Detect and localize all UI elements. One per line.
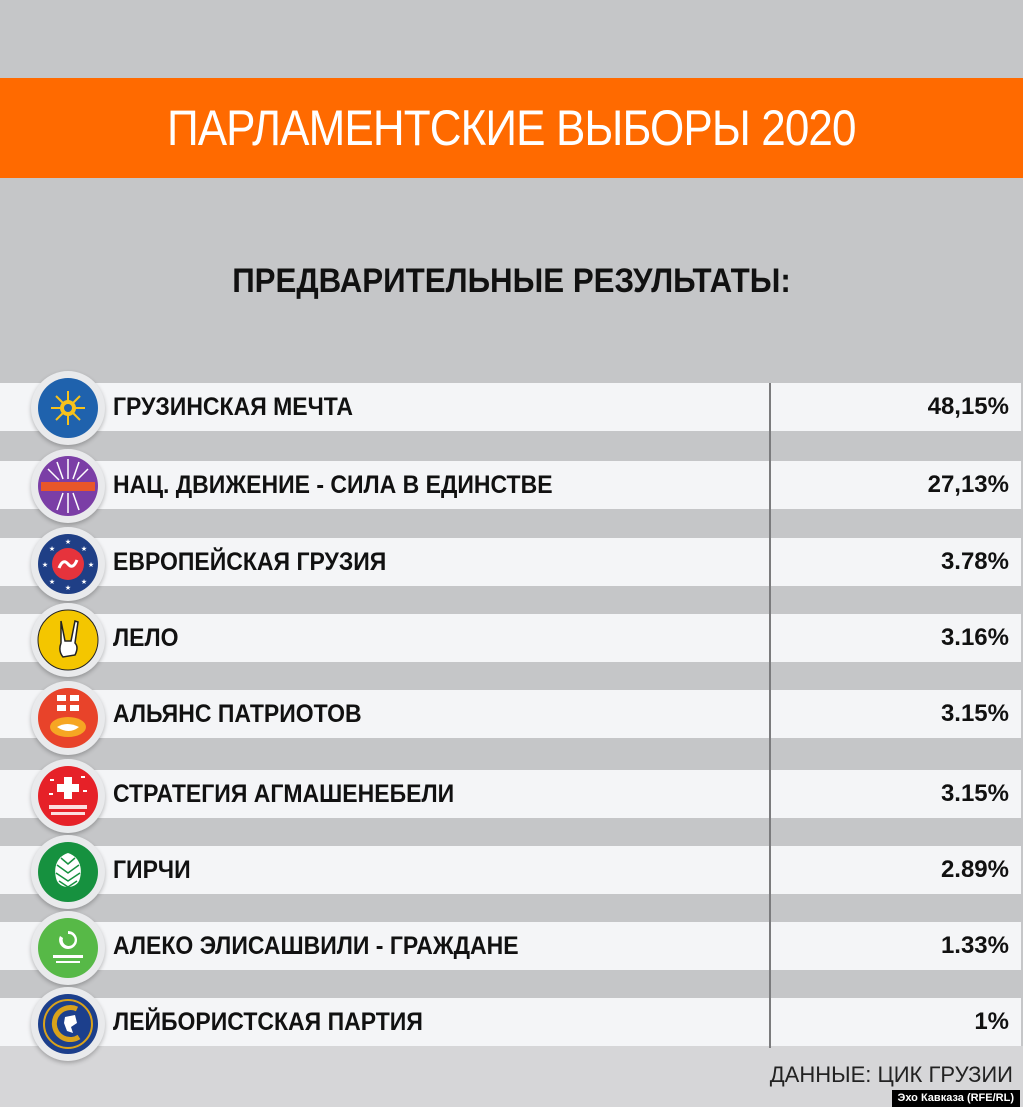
party-result: 1.33% (940, 932, 1009, 959)
labour-party-logo-icon (31, 987, 105, 1061)
result-row: НАЦ. ДВИЖЕНИЕ - СИЛА В ЕДИНСТВЕ 27,13% (0, 461, 1021, 509)
party-name: АЛЬЯНС ПАТРИОТОВ (113, 700, 362, 728)
party-name: ЛЕЙБОРИСТСКАЯ ПАРТИЯ (113, 1008, 423, 1036)
title-banner: ПАРЛАМЕНТСКИЕ ВЫБОРЫ 2020 (0, 78, 1023, 178)
svg-text:★: ★ (42, 561, 48, 569)
svg-text:★: ★ (81, 578, 87, 586)
svg-text:★: ★ (81, 545, 87, 553)
result-row: АЛЕКО ЭЛИСАШВИЛИ - ГРАЖДАНЕ 1.33% (0, 922, 1021, 970)
party-result: 1% (974, 1008, 1009, 1035)
party-result: 3.16% (940, 624, 1009, 651)
citizens-logo-icon (31, 911, 105, 985)
party-result: 3.15% (940, 700, 1009, 727)
party-name: ГИРЧИ (113, 856, 191, 884)
result-row: СТРАТЕГИЯ АГМАШЕНЕБЕЛИ 3.15% (0, 770, 1021, 818)
party-result: 2.89% (940, 856, 1009, 883)
party-name: АЛЕКО ЭЛИСАШВИЛИ - ГРАЖДАНЕ (113, 932, 519, 960)
credit-label: Эхо Кавказа (RFE/RL) (891, 1090, 1020, 1107)
column-divider (769, 383, 771, 1048)
page-title: ПАРЛАМЕНТСКИЕ ВЫБОРЫ 2020 (167, 100, 857, 156)
svg-text:★: ★ (65, 584, 71, 592)
result-row: ЕВРОПЕЙСКАЯ ГРУЗИЯ 3.78% (0, 538, 1021, 586)
party-name: НАЦ. ДВИЖЕНИЕ - СИЛА В ЕДИНСТВЕ (113, 471, 553, 499)
party-name: ГРУЗИНСКАЯ МЕЧТА (113, 393, 353, 421)
result-row: ЛЕЙБОРИСТСКАЯ ПАРТИЯ 1% (0, 998, 1021, 1046)
party-name: ЕВРОПЕЙСКАЯ ГРУЗИЯ (113, 548, 387, 576)
party-result: 48,15% (927, 393, 1009, 420)
svg-text:★: ★ (88, 561, 94, 569)
party-result: 27,13% (927, 471, 1009, 498)
unm-strength-in-unity-logo-icon (31, 449, 105, 523)
alliance-of-patriots-logo-icon (31, 681, 105, 755)
party-name: ЛЕЛО (113, 624, 179, 652)
data-source: ДАННЫЕ: ЦИК ГРУЗИИ (769, 1062, 1013, 1087)
result-row: АЛЬЯНС ПАТРИОТОВ 3.15% (0, 690, 1021, 738)
georgian-dream-logo-icon (31, 371, 105, 445)
svg-text:★: ★ (65, 538, 71, 546)
girchi-pinecone-logo-icon (31, 835, 105, 909)
svg-text:★: ★ (49, 578, 55, 586)
result-row: ГИРЧИ 2.89% (0, 846, 1021, 894)
result-row: ГРУЗИНСКАЯ МЕЧТА 48,15% (0, 383, 1021, 431)
footer-area (0, 1046, 1023, 1107)
result-row: ЛЕЛО 3.16% (0, 614, 1021, 662)
party-name: СТРАТЕГИЯ АГМАШЕНЕБЕЛИ (113, 780, 455, 808)
european-georgia-logo-icon: ★ ★ ★ ★ ★ ★ ★ ★ (31, 527, 105, 601)
party-result: 3.78% (940, 548, 1009, 575)
svg-text:★: ★ (49, 545, 55, 553)
page-subtitle: ПРЕДВАРИТЕЛЬНЫЕ РЕЗУЛЬТАТЫ: (232, 262, 791, 300)
lelo-victory-hand-logo-icon (31, 603, 105, 677)
party-result: 3.15% (940, 780, 1009, 807)
strategy-aghmashenebeli-logo-icon (31, 759, 105, 833)
